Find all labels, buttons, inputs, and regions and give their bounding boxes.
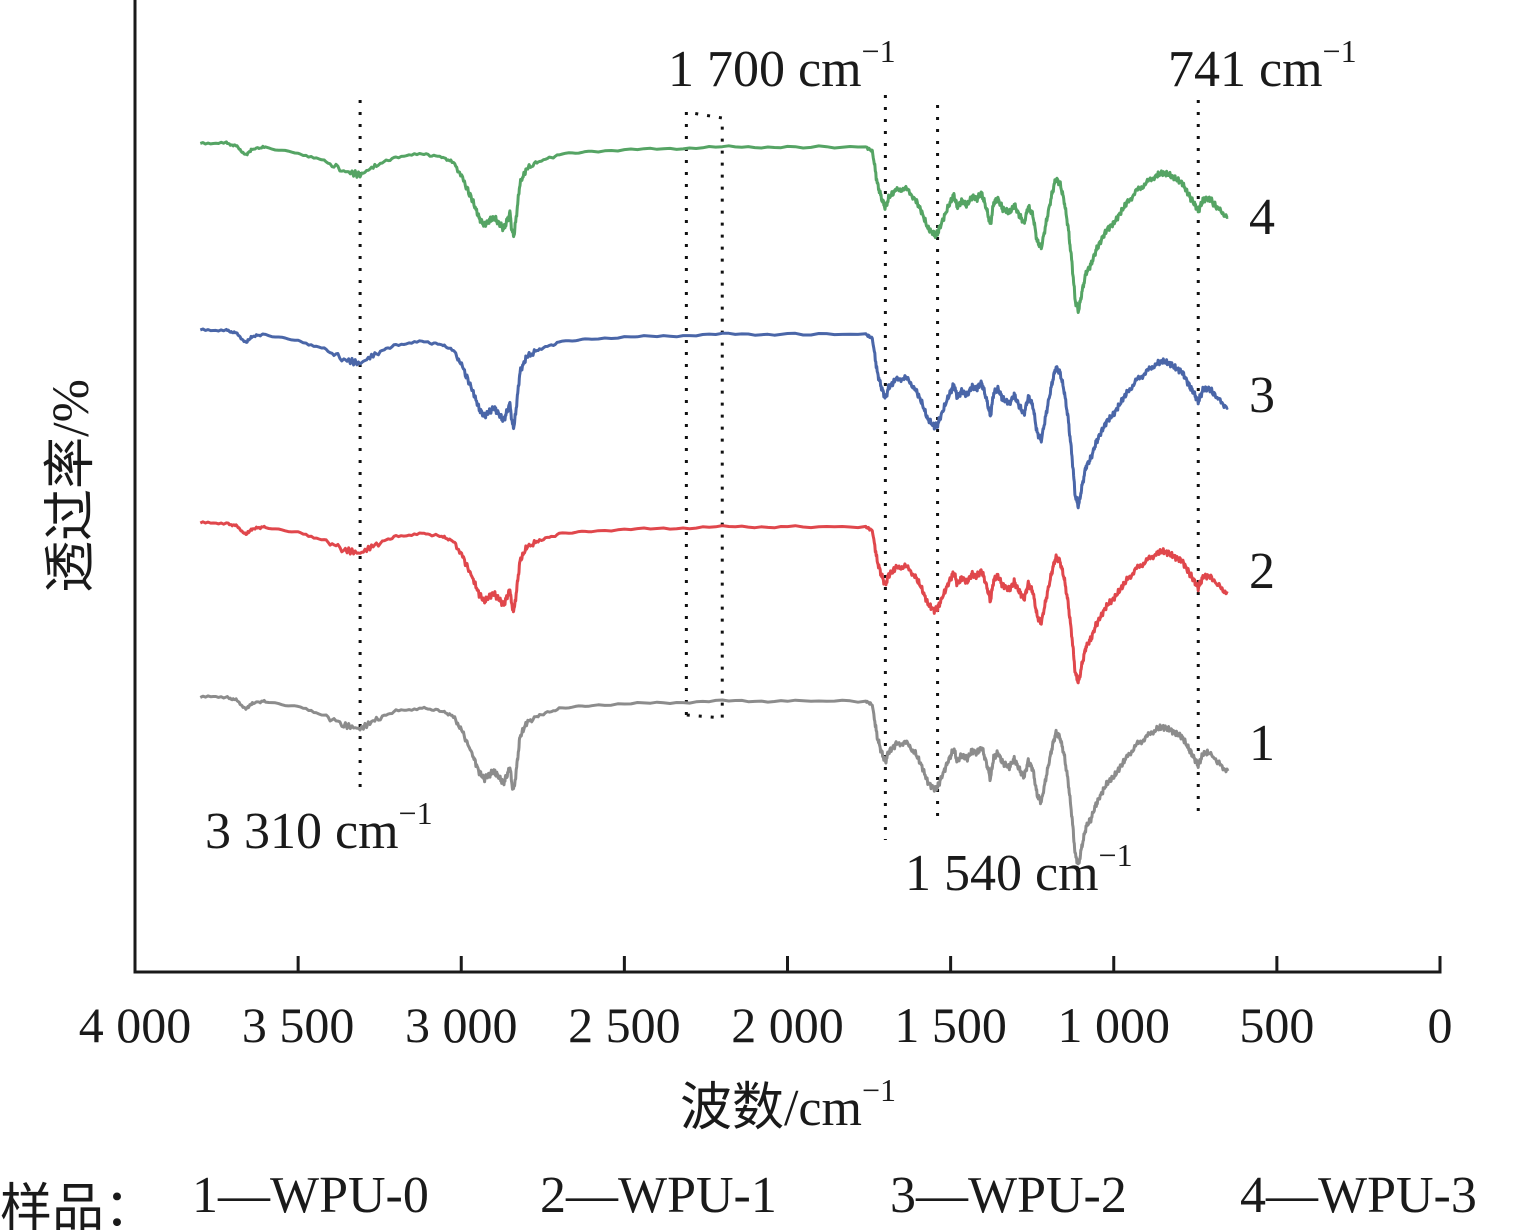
x-tick-label-3000: 3 000 xyxy=(405,997,518,1053)
x-tick-label-1500: 1 500 xyxy=(894,997,1007,1053)
guide-box-2200-2310 xyxy=(684,110,724,720)
series-line-1 xyxy=(199,694,1230,866)
series-line-2 xyxy=(199,520,1229,685)
annotation-741: 741 cm−1 xyxy=(1168,33,1357,98)
sample-caption: 样品： 1—WPU-0 2—WPU-1 3—WPU-2 4—WPU-3 xyxy=(0,1160,1529,1230)
x-tick-label-2000: 2 000 xyxy=(731,997,844,1053)
series-line-4 xyxy=(199,140,1229,314)
x-tick-label-4000: 4 000 xyxy=(79,997,192,1053)
x-tick-label-0: 0 xyxy=(1428,997,1453,1053)
caption-item-3: 3—WPU-2 xyxy=(890,1167,1127,1224)
series-label-1: 1 xyxy=(1249,715,1275,772)
series-label-2: 2 xyxy=(1249,543,1275,600)
series-line-3 xyxy=(199,327,1229,510)
guide-lines xyxy=(358,95,1200,840)
annotation-1700: 1 700 cm−1 xyxy=(668,33,896,98)
spectra xyxy=(199,140,1230,866)
x-tick-label-1000: 1 000 xyxy=(1058,997,1171,1053)
annotation-3310: 3 310 cm−1 xyxy=(205,795,433,860)
ftir-chart: 4 000 3 500 3 000 2 500 2 000 1 500 1 000 500 0 … xyxy=(43,0,1453,1137)
x-tick-label-500: 500 xyxy=(1239,997,1314,1053)
x-tick-label-2500: 2 500 xyxy=(568,997,681,1053)
caption-item-1: 1—WPU-0 xyxy=(192,1167,429,1224)
caption-prefix: 样品： xyxy=(0,1181,157,1230)
series-label-3: 3 xyxy=(1249,367,1275,424)
caption-item-2: 2—WPU-1 xyxy=(540,1167,777,1224)
x-tick-label-3500: 3 500 xyxy=(242,997,355,1053)
caption-item-4: 4—WPU-3 xyxy=(1240,1167,1477,1224)
x-axis-label: 波数/cm−1 xyxy=(680,1072,896,1137)
axes: 4 000 3 500 3 000 2 500 2 000 1 500 1 000 500 0 xyxy=(79,0,1453,1053)
y-axis-label: 透过率/% xyxy=(43,379,100,593)
chart-labels: 波数/cm−1 透过率/% 3 310 cm−1 1 700 cm−1 1 540 cm… xyxy=(43,33,1357,1137)
series-label-4: 4 xyxy=(1249,189,1275,246)
annotation-1540: 1 540 cm−1 xyxy=(905,837,1133,902)
